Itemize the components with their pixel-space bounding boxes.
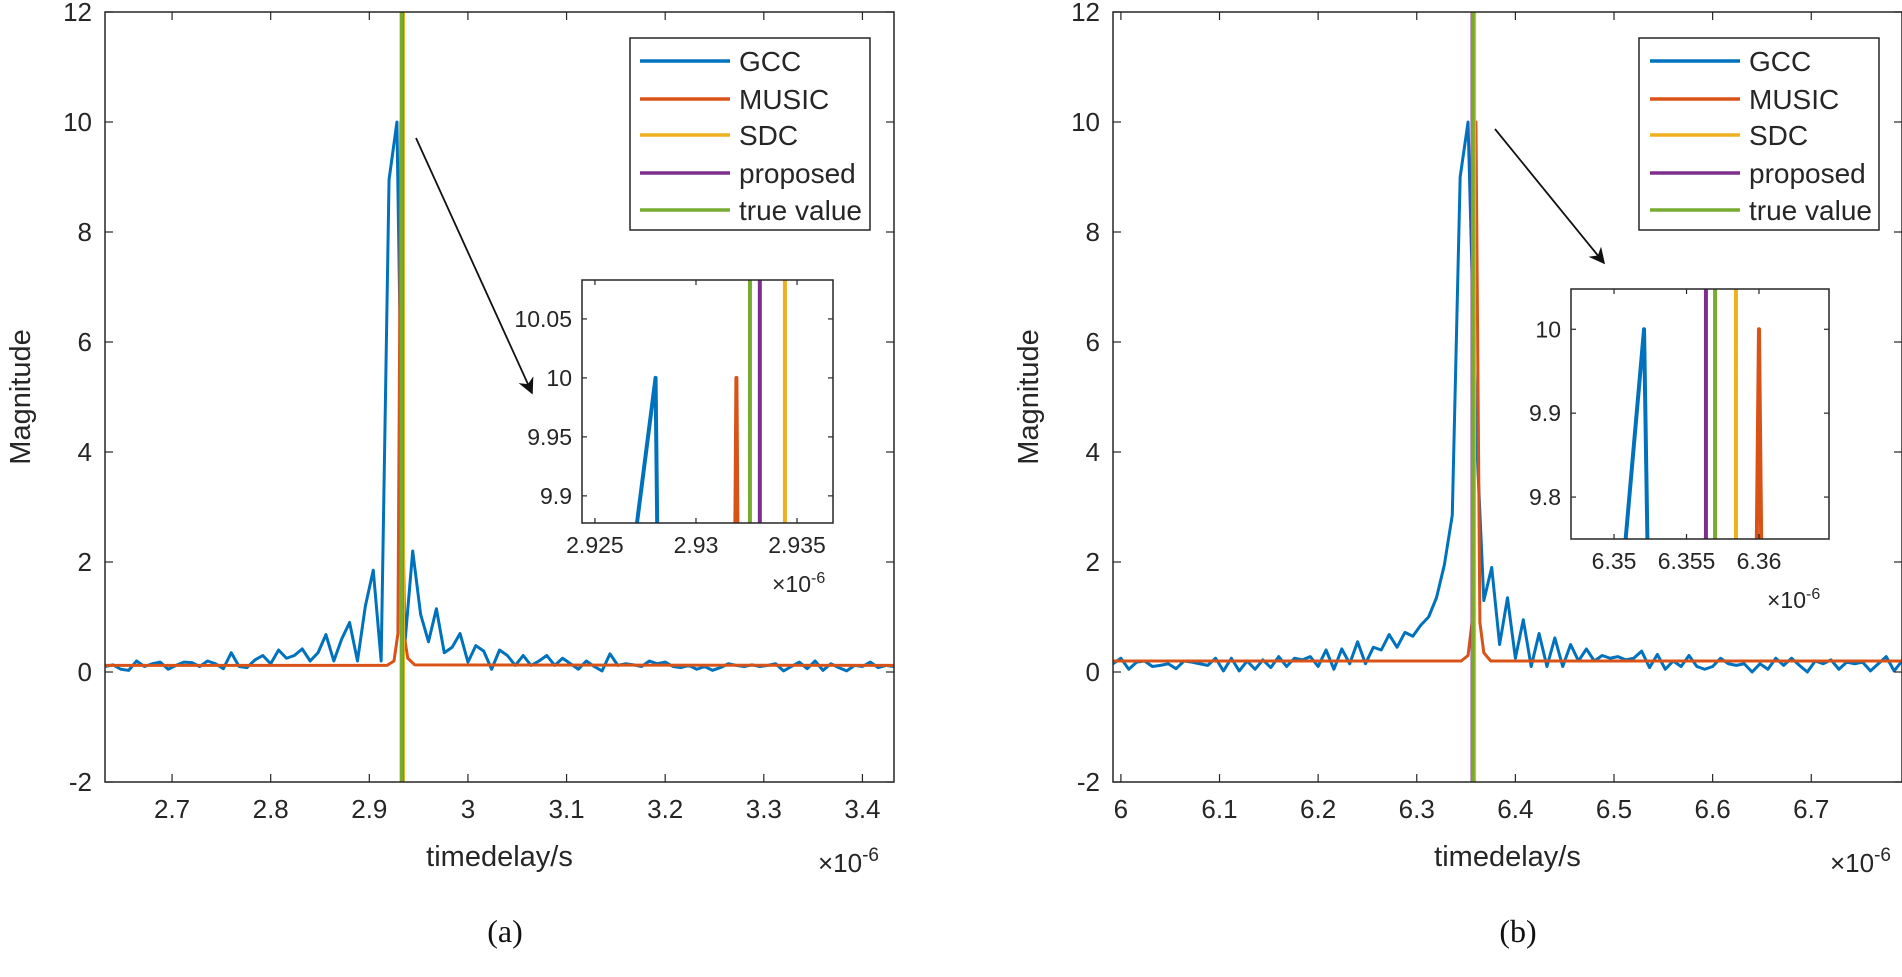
legend-entry: true value: [1749, 195, 1872, 226]
x-tick-label: 2.93: [674, 532, 719, 558]
x-multiplier-label: ×10-6: [772, 570, 825, 597]
y-tick-label: -2: [69, 767, 92, 797]
series-gcc-line: [1623, 327, 1650, 539]
legend: GCC MUSIC SDC proposed true value: [1638, 37, 1880, 231]
y-tick-label: 10.05: [514, 306, 572, 332]
x-tick-label: 6.1: [1201, 794, 1237, 824]
series-group: [634, 280, 787, 523]
x-tick-label: 2.925: [566, 532, 624, 558]
x-tick-label: 6.5: [1596, 794, 1632, 824]
axes-box: [104, 11, 895, 783]
y-tick-label: 12: [63, 0, 92, 27]
x-tick-label: 2.9: [351, 794, 387, 824]
panel-caption: (b): [1499, 913, 1536, 949]
y-tick-label: 9.95: [527, 424, 572, 450]
legend-entry: proposed: [1749, 158, 1866, 189]
zoom-arrow: [1494, 128, 1606, 265]
axes-box: [1112, 11, 1902, 783]
multiplier-exponent: -6: [862, 845, 879, 866]
legend-entry: SDC: [1749, 120, 1808, 151]
y-tick-label: 10: [1071, 107, 1100, 137]
x-tick-label: 2.8: [253, 794, 289, 824]
panel-caption: (a): [487, 913, 523, 949]
legend-entry: MUSIC: [1749, 84, 1839, 115]
series-music-line: [733, 375, 740, 523]
y-tick-label: 10: [546, 365, 572, 391]
series-music-line: [1754, 327, 1764, 539]
y-tick-label: 9.9: [540, 483, 572, 509]
legend-entry: proposed: [739, 158, 856, 189]
x-multiplier-label: ×10-6: [1767, 586, 1820, 613]
x-tick-label: 6.6: [1695, 794, 1731, 824]
x-tick-label: 6.36: [1737, 548, 1782, 574]
inset-axes: 2.925 2.93 2.935 9.9 9.95 10 10.05 ×10-6: [514, 279, 834, 597]
multiplier-base: ×10: [1767, 587, 1806, 613]
y-tick-label: 12: [1071, 0, 1100, 27]
y-tick-label: 6: [1086, 327, 1100, 357]
legend-entry: true value: [739, 195, 862, 226]
multiplier-base: ×10: [772, 571, 811, 597]
axes-box: [581, 279, 834, 524]
x-multiplier-label: ×10-6: [1830, 845, 1891, 878]
x-tick-label: 3.1: [548, 794, 584, 824]
x-tick-label: 6.7: [1793, 794, 1829, 824]
y-tick-label: 8: [1086, 217, 1100, 247]
x-tick-label: 3.2: [647, 794, 683, 824]
x-tick-label: 6.2: [1300, 794, 1336, 824]
inset-axes: 6.35 6.355 6.36 9.8 9.9 10 ×10-6: [1529, 288, 1830, 613]
y-tick-label: 10: [1535, 316, 1561, 342]
y-tick-label: 0: [1086, 657, 1100, 687]
legend-entry: GCC: [1749, 46, 1811, 77]
y-tick-label: 2: [78, 547, 92, 577]
x-tick-label: 2.7: [154, 794, 190, 824]
multiplier-base: ×10: [818, 848, 862, 878]
plot-area: [1571, 289, 1829, 539]
multiplier-exponent: -6: [1874, 845, 1891, 866]
x-axis-label: timedelay/s: [426, 841, 573, 873]
y-tick-label: 9.9: [1529, 400, 1561, 426]
y-tick-label: 6: [78, 327, 92, 357]
x-tick-label: 3.3: [746, 794, 782, 824]
x-tick-label: 6: [1114, 794, 1128, 824]
x-axis-label: timedelay/s: [1434, 841, 1581, 873]
legend: GCC MUSIC SDC proposed true value: [629, 37, 871, 231]
x-tick-label: 2.935: [768, 532, 826, 558]
y-tick-label: 9.8: [1529, 484, 1561, 510]
y-axis-label: Magnitude: [1013, 329, 1045, 464]
y-axis-label: Magnitude: [5, 329, 37, 464]
y-tick-label: 4: [78, 437, 92, 467]
x-tick-label: 6.35: [1592, 548, 1637, 574]
legend-entry: SDC: [739, 120, 798, 151]
x-tick-label: 3: [461, 794, 475, 824]
x-multiplier-label: ×10-6: [818, 845, 879, 878]
x-tick-label: 3.4: [844, 794, 880, 824]
series-group: [1623, 289, 1764, 539]
y-tick-label: -2: [1077, 767, 1100, 797]
legend-entry: MUSIC: [739, 84, 829, 115]
series-group: [105, 12, 894, 782]
series-group: [1113, 12, 1902, 782]
y-tick-label: 4: [1086, 437, 1100, 467]
y-tick-label: 0: [78, 657, 92, 687]
y-tick-label: 10: [63, 107, 92, 137]
x-tick-label: 6.4: [1497, 794, 1533, 824]
multiplier-exponent: -6: [1806, 586, 1820, 603]
series-gcc-line: [1113, 120, 1902, 674]
y-tick-label: 2: [1086, 547, 1100, 577]
multiplier-exponent: -6: [811, 570, 825, 587]
x-tick-label: 6.355: [1658, 548, 1716, 574]
plot-area: [582, 280, 833, 523]
axes-box: [1570, 288, 1830, 540]
multiplier-base: ×10: [1830, 848, 1874, 878]
legend-entry: GCC: [739, 46, 801, 77]
zoom-arrow: [415, 137, 534, 395]
x-tick-label: 6.3: [1399, 794, 1435, 824]
y-tick-label: 8: [78, 217, 92, 247]
series-gcc-line: [634, 375, 660, 523]
